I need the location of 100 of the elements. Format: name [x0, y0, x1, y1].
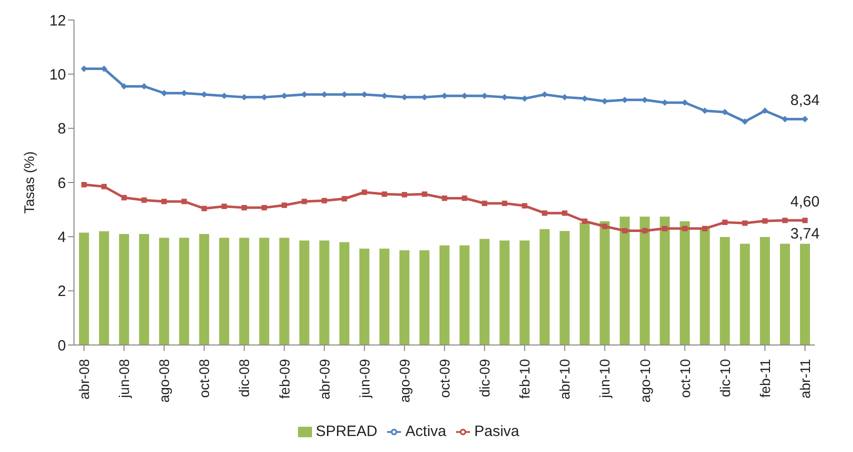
- point: [502, 200, 508, 206]
- point: [101, 184, 107, 190]
- bar: [660, 216, 670, 345]
- point: [622, 96, 628, 104]
- point: [662, 226, 668, 232]
- point: [702, 108, 708, 114]
- bar: [139, 234, 150, 345]
- point: [542, 210, 548, 216]
- point: [441, 92, 448, 100]
- point: [382, 191, 388, 197]
- point: [281, 92, 288, 100]
- point: [802, 116, 808, 122]
- x-tick-label: oct-09: [436, 358, 452, 398]
- point: [381, 92, 388, 100]
- point: [722, 108, 728, 116]
- point: [762, 108, 768, 114]
- bar: [79, 232, 89, 345]
- point: [662, 99, 668, 106]
- bar: [720, 236, 730, 345]
- bar: [299, 240, 310, 345]
- bar: [159, 238, 170, 345]
- x-tick-label: oct-10: [676, 358, 693, 398]
- point: [782, 116, 788, 122]
- point: [541, 91, 548, 98]
- bar: [259, 238, 270, 345]
- x-tick-label: oct-08: [196, 358, 212, 398]
- point: [161, 198, 167, 204]
- bar: [580, 222, 590, 345]
- point: [241, 94, 248, 100]
- bar: [99, 231, 110, 345]
- point: [462, 196, 468, 201]
- point: [682, 226, 688, 232]
- y-tick-label: 2: [58, 283, 66, 300]
- y-axis-title: Tasas (%): [20, 151, 37, 214]
- x-tick-label: jun-10: [596, 358, 613, 399]
- point: [342, 196, 348, 202]
- bar: [800, 244, 810, 345]
- point: [722, 220, 728, 226]
- x-tick-label: abr-08: [76, 358, 92, 400]
- bar: [339, 242, 350, 345]
- point: [561, 94, 568, 100]
- x-tick-label: abr-09: [316, 358, 332, 400]
- bar: [760, 236, 770, 345]
- point: [121, 194, 127, 200]
- point: [702, 226, 708, 232]
- point: [221, 92, 228, 100]
- point: [782, 218, 788, 224]
- bar: [439, 245, 450, 345]
- x-tick-label: jun-09: [356, 358, 372, 399]
- x-tick-label: feb-11: [756, 358, 773, 398]
- point: [582, 218, 588, 224]
- point: [362, 190, 368, 195]
- point: [120, 83, 128, 90]
- point: [422, 191, 428, 197]
- point: [140, 83, 148, 90]
- point: [682, 99, 688, 106]
- point: [522, 203, 528, 208]
- bar: [680, 221, 690, 345]
- bar: [219, 238, 230, 345]
- point: [562, 210, 568, 216]
- y-tick-label: 8: [58, 120, 66, 138]
- x-tick-label: dic-10: [716, 358, 733, 398]
- point: [442, 196, 448, 201]
- point: [402, 192, 408, 198]
- y-tick-label: 0: [58, 337, 66, 354]
- x-tick-label: dic-09: [476, 358, 493, 398]
- point: [622, 228, 628, 234]
- x-tick-label: feb-09: [276, 358, 292, 399]
- bar: [740, 244, 750, 345]
- point: [322, 198, 328, 204]
- y-tick-label: 4: [58, 228, 66, 246]
- bar: [560, 230, 570, 345]
- bar: [520, 240, 530, 345]
- data-label: 4,60: [790, 193, 820, 210]
- x-tick-label: ago-10: [636, 358, 653, 403]
- point: [482, 200, 488, 206]
- point: [160, 90, 168, 96]
- point: [642, 96, 648, 104]
- bar: [480, 238, 490, 345]
- bar: [399, 250, 410, 345]
- point: [81, 182, 87, 188]
- x-tick-label: ago-08: [156, 358, 172, 403]
- data-label: 3,74: [790, 226, 820, 243]
- point: [181, 198, 187, 204]
- point: [501, 94, 508, 100]
- point: [421, 94, 428, 100]
- x-tick-label: dic-08: [236, 358, 252, 398]
- data-label: 8,34: [790, 92, 820, 110]
- bar: [179, 238, 190, 345]
- legend-label: SPREAD: [316, 423, 378, 440]
- bar: [500, 240, 510, 345]
- bar: [359, 248, 370, 345]
- bar: [700, 228, 710, 345]
- point: [201, 206, 207, 212]
- bar: [540, 229, 550, 345]
- bar: [279, 238, 290, 345]
- legend-label: Pasiva: [474, 423, 520, 440]
- point: [481, 92, 488, 100]
- bar: [319, 240, 330, 345]
- point: [302, 198, 308, 204]
